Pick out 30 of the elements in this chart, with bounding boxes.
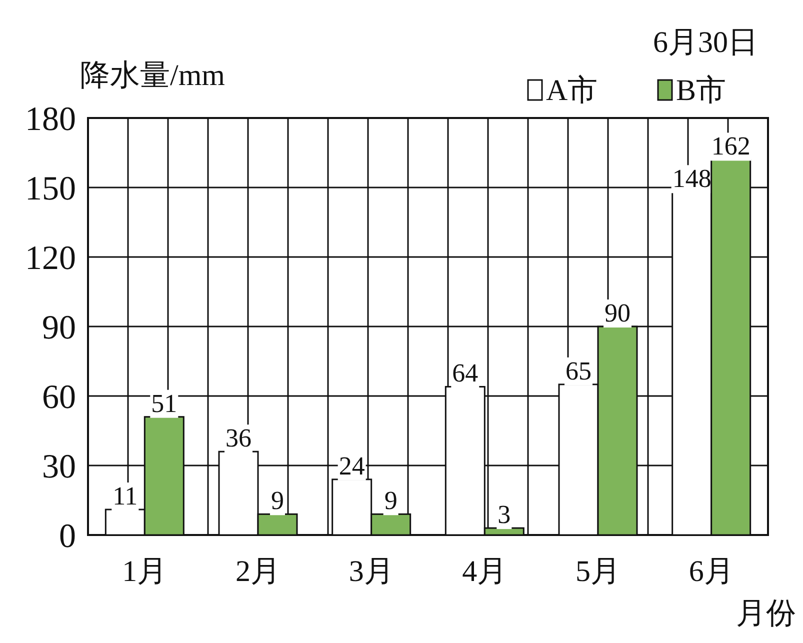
y-tick-label: 90: [42, 310, 76, 346]
y-tick-label: 0: [59, 518, 76, 555]
data-label: 148: [672, 164, 712, 194]
y-tick-label: 30: [42, 448, 76, 486]
x-tick-label: 4月: [462, 555, 508, 588]
x-tick-label: 1月: [122, 555, 168, 588]
x-tick-label: 6月: [688, 555, 734, 588]
data-label: 64: [452, 358, 478, 388]
data-label: 24: [338, 451, 365, 480]
legend-label: A市: [546, 74, 598, 107]
data-label: 162: [711, 132, 750, 161]
data-label: 9: [271, 486, 284, 516]
y-tick-label: 60: [42, 379, 76, 416]
x-tick-label: 3月: [348, 555, 394, 588]
y-tick-label: 180: [25, 101, 76, 138]
data-label: 9: [384, 486, 398, 516]
y-axis-title: 降水量/mm: [80, 59, 226, 92]
legend-label: B市: [676, 74, 726, 107]
x-tick-label: 2月: [236, 555, 280, 588]
text: 6月30日: [653, 26, 758, 59]
y-tick-label: 150: [25, 170, 76, 208]
x-tick-label: 5月: [576, 555, 620, 588]
x-axis-title: 月份: [736, 597, 796, 630]
data-label: 36: [226, 424, 252, 453]
data-label: 65: [566, 356, 592, 386]
data-label: 51: [151, 388, 178, 418]
data-label: 3: [498, 500, 511, 530]
data-label: 11: [112, 482, 138, 511]
data-label: 90: [604, 298, 630, 328]
y-tick-label: 120: [25, 240, 76, 277]
